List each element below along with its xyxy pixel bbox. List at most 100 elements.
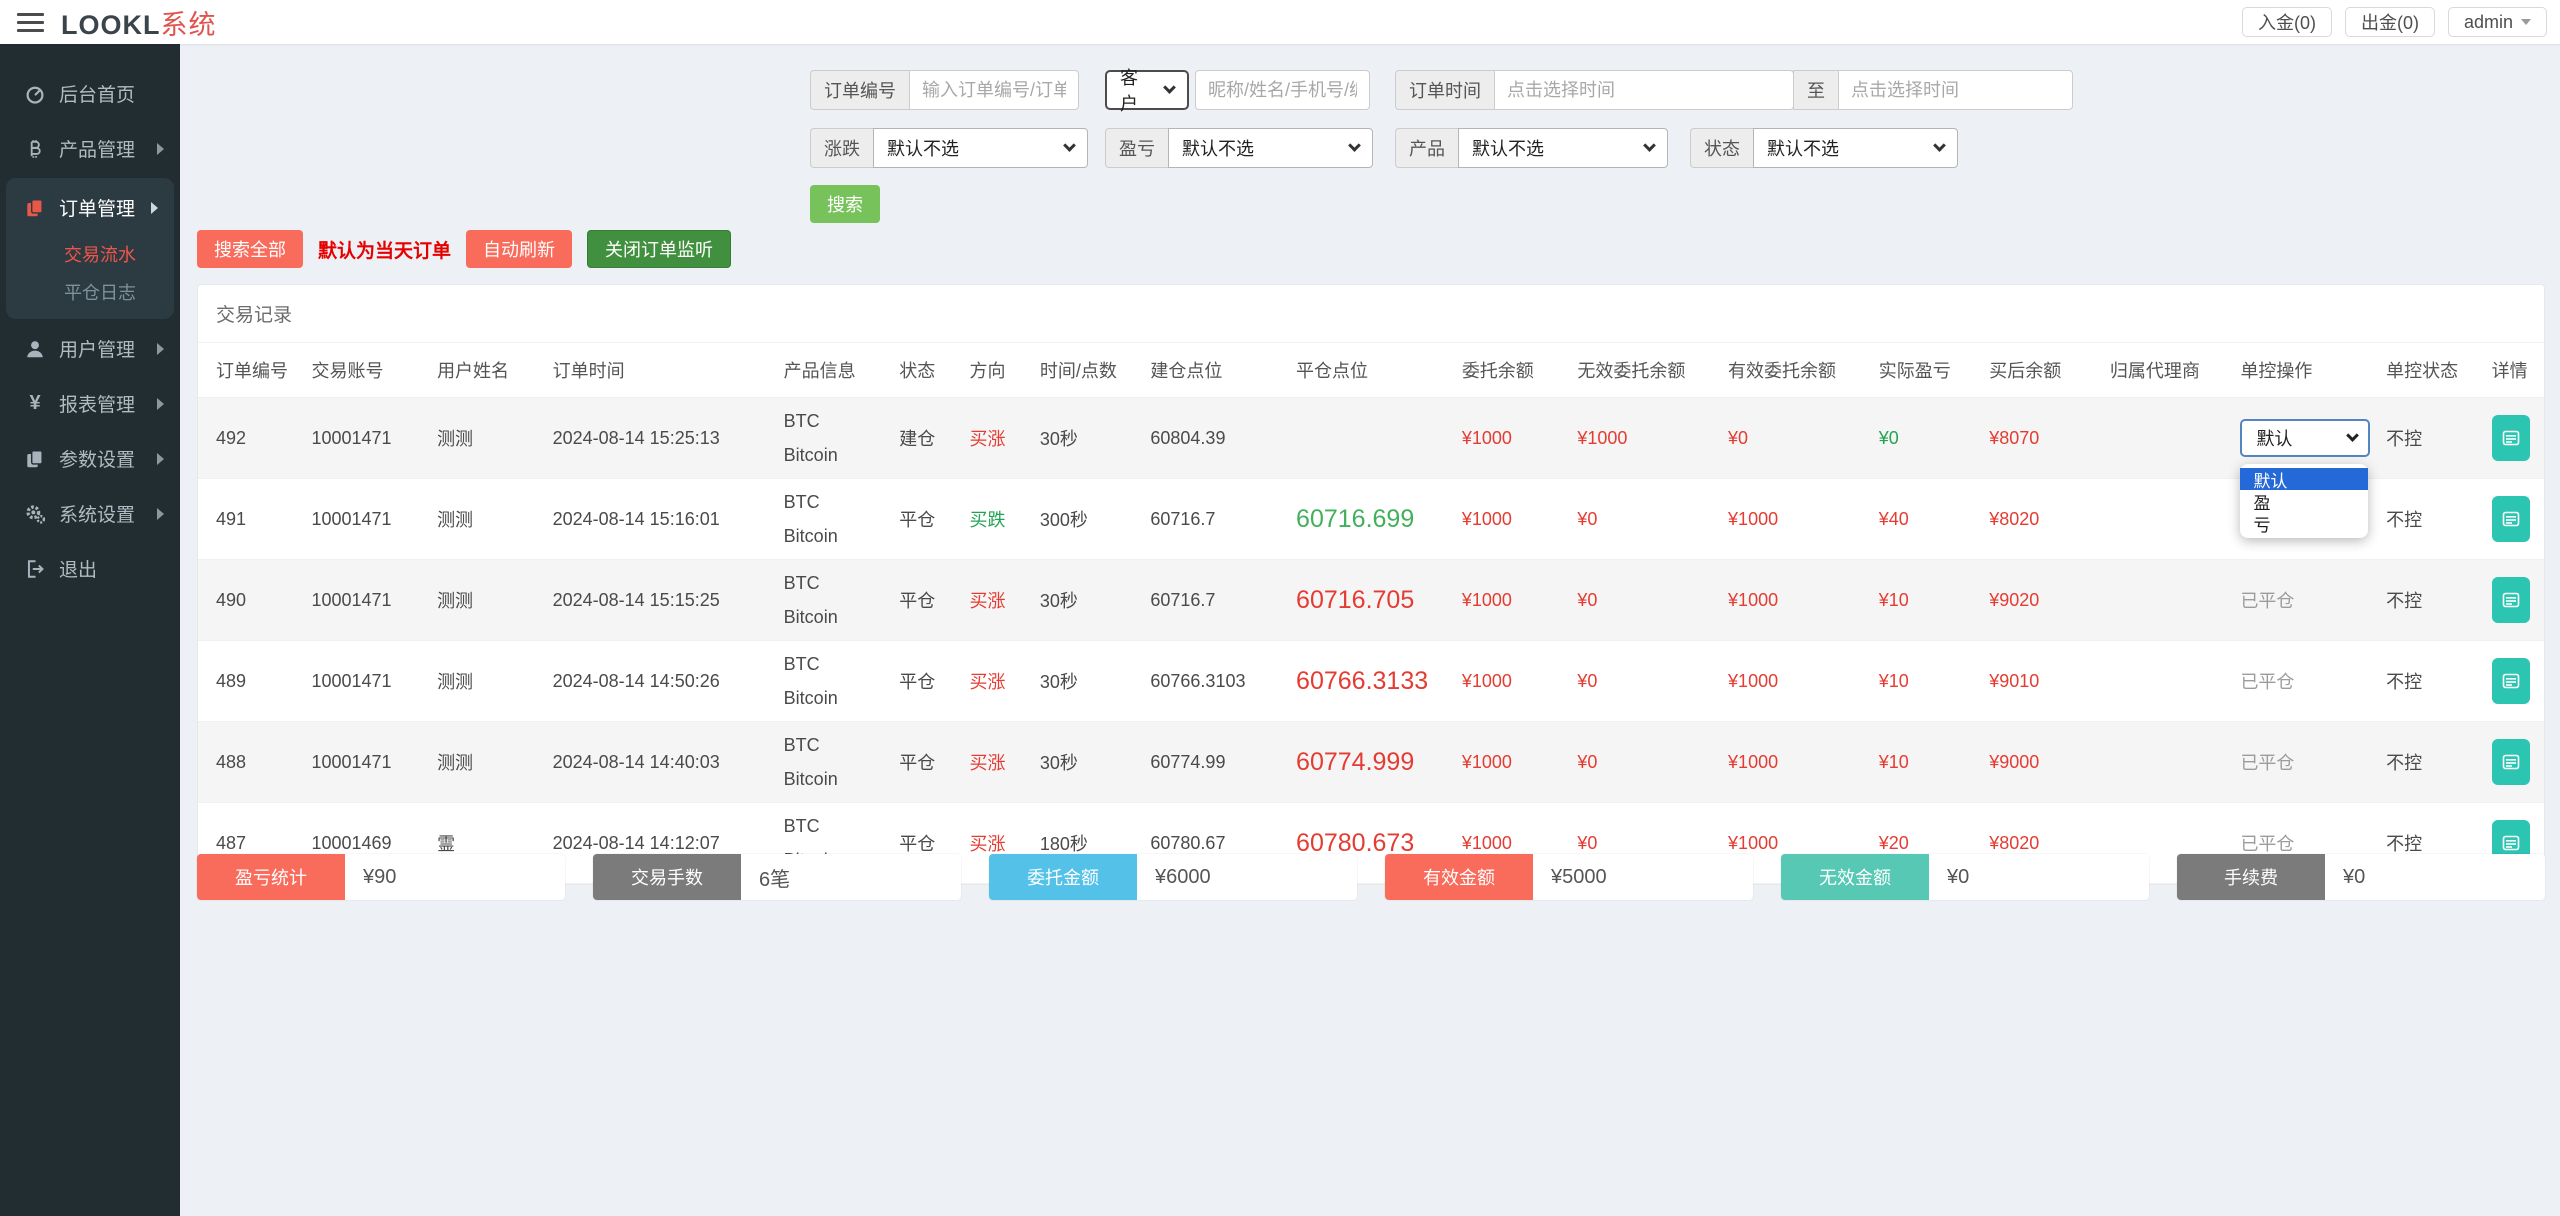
sidebar-item-orders[interactable]: 订单管理 xyxy=(6,180,174,235)
detail-button[interactable] xyxy=(2491,496,2530,542)
profit-label: 盈亏 xyxy=(1105,128,1168,168)
trade-table: 订单编号 交易账号 用户姓名 订单时间 产品信息 状态 方向 时间/点数 建仓点… xyxy=(198,343,2544,884)
cell-entrust: ¥1000 xyxy=(1461,832,1512,853)
cell-control-op: 已平仓 xyxy=(2240,591,2295,611)
table-row: 488 10001471 测测 2024-08-14 14:40:03 BTC B… xyxy=(198,721,2544,803)
time-from-input[interactable] xyxy=(1494,70,1794,110)
summary-value: ¥5000 xyxy=(1533,854,1753,900)
col-valid-entrust: 有效委托余额 xyxy=(1728,361,1837,381)
cell-order-time: 2024-08-14 14:50:26 xyxy=(552,670,720,691)
trade-records-card: 交易记录 订单编号 交易账号 用户姓名 订单时间 产品信息 状态 方向 时间/点 xyxy=(197,284,2545,885)
chevron-right-icon xyxy=(157,452,164,465)
sidebar-item-params[interactable]: 参数设置 xyxy=(0,431,180,486)
cell-profit: ¥40 xyxy=(1878,508,1909,529)
summary-value: ¥0 xyxy=(1929,854,2149,900)
control-select[interactable]: 默认 xyxy=(2240,419,2371,457)
time-to-input[interactable] xyxy=(1838,70,2073,110)
col-period: 时间/点数 xyxy=(1039,361,1117,381)
gear-icon xyxy=(21,503,49,525)
chevron-down-icon xyxy=(2346,429,2360,442)
sidebar-item-users[interactable]: 用户管理 xyxy=(0,321,180,376)
sidebar-item-products[interactable]: 产品管理 xyxy=(0,121,180,176)
product-select[interactable]: 默认不选 xyxy=(1458,128,1668,168)
customer-type-select[interactable]: 客户 xyxy=(1105,68,1189,114)
summary-label: 委托金额 xyxy=(989,854,1137,900)
cell-entrust: ¥1000 xyxy=(1461,670,1512,691)
cell-entrust: ¥1000 xyxy=(1461,508,1512,529)
cell-detail xyxy=(2484,722,2544,803)
updown-select[interactable]: 默认不选 xyxy=(873,128,1088,168)
chevron-down-icon xyxy=(1348,139,1361,152)
cell-after-balance: ¥8020 xyxy=(1989,508,2040,529)
detail-button[interactable] xyxy=(2491,739,2530,785)
withdraw-button[interactable]: 出金(0) xyxy=(2344,7,2435,37)
search-button[interactable]: 搜索 xyxy=(810,185,880,223)
col-close-price: 平仓点位 xyxy=(1296,361,1369,381)
yen-icon: ¥ xyxy=(29,392,41,414)
col-user-name: 用户姓名 xyxy=(437,361,510,381)
summary-entrust-amount: 委托金额 ¥6000 xyxy=(989,854,1357,900)
table-row: 489 10001471 测测 2024-08-14 14:50:26 BTC B… xyxy=(198,641,2544,722)
cell-control-state: 不控 xyxy=(2386,834,2423,854)
cell-user-name: 测测 xyxy=(437,753,474,773)
cell-valid-entrust: ¥1000 xyxy=(1728,832,1779,853)
table-header-row: 订单编号 交易账号 用户姓名 订单时间 产品信息 状态 方向 时间/点数 建仓点… xyxy=(198,343,2544,398)
sidebar-item-close-log[interactable]: 平仓日志 xyxy=(64,283,136,303)
customer-input[interactable] xyxy=(1195,70,1370,110)
today-note: 默认为当天订单 xyxy=(318,240,452,262)
sidebar-item-settings[interactable]: 系统设置 xyxy=(0,486,180,541)
updown-label: 涨跌 xyxy=(810,128,873,168)
cell-after-balance: ¥9010 xyxy=(1989,670,2040,691)
dropdown-option-win[interactable]: 盈 xyxy=(2253,493,2271,513)
order-no-input[interactable] xyxy=(909,70,1079,110)
chevron-down-icon xyxy=(1933,139,1946,152)
auto-refresh-button[interactable]: 自动刷新 xyxy=(466,230,573,268)
params-icon xyxy=(21,448,49,470)
profit-select[interactable]: 默认不选 xyxy=(1168,128,1373,168)
menu-toggle-icon[interactable] xyxy=(17,12,44,32)
search-all-button[interactable]: 搜索全部 xyxy=(197,230,303,268)
cell-invalid-entrust: ¥0 xyxy=(1577,589,1598,610)
dashboard-icon xyxy=(21,83,49,105)
table-row: 491 10001471 测测 2024-08-14 15:16:01 BTC B… xyxy=(198,479,2544,560)
cell-order-id: 487 xyxy=(216,832,247,853)
caret-down-icon xyxy=(2521,19,2531,25)
cell-order-id: 489 xyxy=(216,670,247,691)
cell-close-price: 60716.699 xyxy=(1296,504,1415,533)
cell-order-id: 490 xyxy=(216,589,247,610)
sidebar-item-trade-flow[interactable]: 交易流水 xyxy=(64,245,136,265)
logo-suffix-text: 系统 xyxy=(160,9,217,40)
detail-button[interactable] xyxy=(2491,658,2530,704)
chevron-right-icon xyxy=(151,201,158,214)
cell-invalid-entrust: ¥0 xyxy=(1577,832,1598,853)
col-agent: 归属代理商 xyxy=(2109,361,2200,381)
cell-after-balance: ¥8020 xyxy=(1989,832,2040,853)
cell-direction: 买涨 xyxy=(969,591,1006,611)
sidebar-item-dashboard[interactable]: 后台首页 xyxy=(0,66,180,121)
status-select[interactable]: 默认不选 xyxy=(1753,128,1958,168)
cell-invalid-entrust: ¥1000 xyxy=(1577,427,1628,448)
deposit-button[interactable]: 入金(0) xyxy=(2241,7,2332,37)
cell-order-time: 2024-08-14 15:16:01 xyxy=(552,508,720,529)
cell-control-state: 不控 xyxy=(2386,753,2423,773)
cell-profit: ¥10 xyxy=(1878,670,1909,691)
cell-order-id: 492 xyxy=(216,427,247,448)
detail-button[interactable] xyxy=(2491,415,2530,461)
summary-fee: 手续费 ¥0 xyxy=(2177,854,2545,900)
cell-status: 建仓 xyxy=(899,429,936,449)
dropdown-option-default[interactable]: 默认 xyxy=(2240,468,2369,491)
dropdown-option-lose[interactable]: 亏 xyxy=(2253,515,2271,535)
col-control-state: 单控状态 xyxy=(2386,361,2459,381)
user-menu[interactable]: admin xyxy=(2447,7,2547,37)
cell-close-price: 60774.999 xyxy=(1296,747,1415,776)
cell-control-op: 已平仓 xyxy=(2240,834,2295,854)
main-content: 订单编号 客户 订单时间 至 涨跌 默认不选 盈亏 默认不选 产品 默认不选 xyxy=(180,44,2560,1216)
chevron-down-icon xyxy=(1063,139,1076,152)
sidebar-item-reports[interactable]: ¥ 报表管理 xyxy=(0,376,180,431)
sidebar-item-logout[interactable]: 退出 xyxy=(0,541,180,596)
filter-order-time: 订单时间 至 xyxy=(1395,70,2073,110)
summary-invalid-amount: 无效金额 ¥0 xyxy=(1781,854,2149,900)
stop-listen-button[interactable]: 关闭订单监听 xyxy=(587,230,732,268)
card-title: 交易记录 xyxy=(198,285,2544,343)
detail-button[interactable] xyxy=(2491,577,2530,623)
